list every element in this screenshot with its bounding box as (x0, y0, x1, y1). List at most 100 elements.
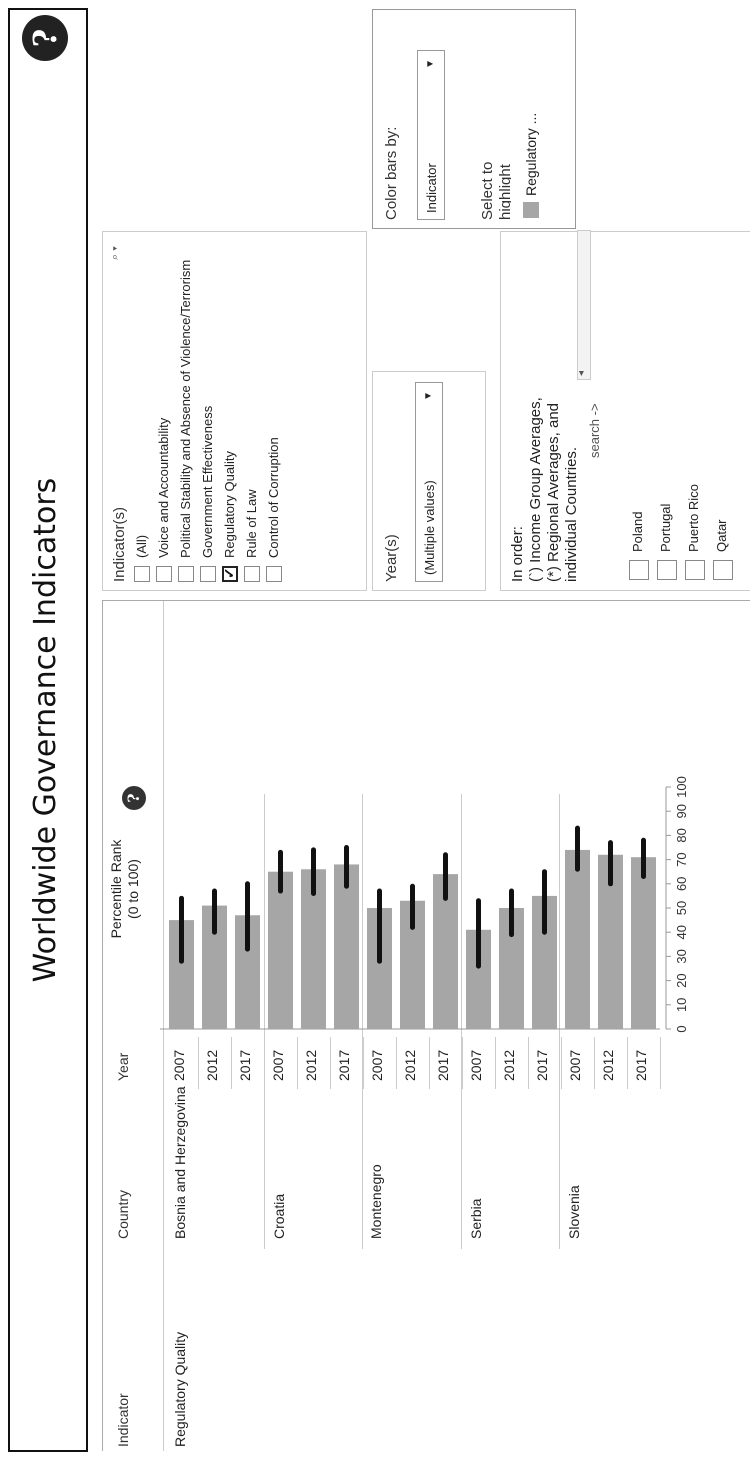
tick-label: 100 (674, 776, 689, 798)
country-cell-croatia[interactable]: Croatia (271, 1193, 287, 1239)
year-row-rule (528, 1037, 529, 1089)
bar (499, 908, 524, 1029)
country-checkbox[interactable] (713, 560, 733, 580)
indicator-checkbox[interactable] (266, 566, 282, 582)
year-cell: 2017 (534, 1049, 550, 1081)
bar (631, 857, 656, 1029)
country-note-line3: (*) Regional Averages, and (545, 402, 562, 582)
legend-swatch[interactable] (523, 202, 539, 218)
indicator-option[interactable]: Control of Corruption (265, 242, 285, 582)
indicator-checkbox[interactable] (244, 566, 260, 582)
indicator-option-label: Voice and Accountability (156, 417, 171, 558)
year-dropdown[interactable]: (Multiple values) ▼ (415, 382, 443, 582)
year-cell: 2017 (237, 1049, 253, 1081)
year-cell: 2012 (402, 1049, 418, 1081)
country-note: In order: (`) Income Group Averages, (*)… (509, 397, 581, 582)
indicator-checkbox[interactable] (134, 566, 150, 582)
year-dropdown-value: (Multiple values) (422, 480, 437, 575)
bar (400, 900, 425, 1029)
tick-label: 40 (674, 925, 689, 939)
year-cells: 2007 2012 2017 2007 2012 2017 2007 2012 2017 2007… (165, 1037, 661, 1089)
tick-label: 90 (674, 804, 689, 818)
color-by-dropdown[interactable]: Indicator ▼ (417, 50, 445, 220)
bar (301, 869, 326, 1029)
indicator-option-label: Rule of Law (244, 489, 259, 558)
year-cell: 2017 (435, 1049, 451, 1081)
indicator-option[interactable]: Regulatory Quality (221, 242, 241, 582)
indicator-cell: Regulatory Quality (172, 1331, 188, 1447)
indicator-checkbox[interactable] (200, 566, 216, 582)
indicator-option[interactable]: Political Stability and Absence of Viole… (177, 242, 197, 582)
tick-label: 70 (674, 852, 689, 866)
country-column-header: Country (115, 1189, 131, 1239)
year-row-rule (561, 1037, 562, 1089)
highlight-label-line2: highlight (497, 164, 511, 220)
year-row-rule (363, 1037, 364, 1089)
country-cell-slovenia[interactable]: Slovenia (566, 1185, 582, 1239)
country-checkbox[interactable] (657, 560, 677, 580)
year-row-rule (264, 1037, 265, 1089)
year-cell: 2017 (633, 1049, 649, 1081)
bar (532, 895, 557, 1029)
indicator-option[interactable]: Voice and Accountability (155, 242, 175, 582)
bar (268, 871, 293, 1029)
country-option[interactable]: Qatar (711, 242, 733, 582)
country-option-label: Portugal (658, 503, 673, 552)
country-cell-montenegro[interactable]: Montenegro (368, 1164, 384, 1239)
country-option[interactable]: Puerto Rico (683, 242, 705, 582)
year-row-rule (660, 1037, 661, 1089)
indicator-column-header: Indicator (115, 1393, 131, 1447)
filter-tools-icon[interactable]: ⌕ ▾ (109, 246, 121, 260)
country-cell-bosnia[interactable]: Bosnia and Herzegovina (172, 1086, 188, 1239)
indicator-options: (All) Voice and Accountability Political S… (133, 232, 363, 582)
indicator-option-label: Control of Corruption (266, 437, 281, 558)
bar (334, 864, 359, 1029)
year-cell: 2012 (204, 1049, 220, 1081)
percentile-help-icon[interactable]: ? (122, 786, 146, 810)
page-title: Worldwide Governance Indicators (28, 477, 63, 983)
country-note-line2: (`) Income Group Averages, (527, 397, 544, 582)
tick-label: 80 (674, 828, 689, 842)
country-options: Poland Portugal Puerto Rico Qatar (627, 232, 750, 582)
indicator-checkbox[interactable] (156, 566, 172, 582)
country-option-label: Qatar (714, 519, 729, 552)
indicator-option[interactable]: (All) (133, 242, 153, 582)
bar (367, 908, 392, 1029)
indicator-filter-panel: Indicator(s) ⌕ ▾ (All) Voice and Accounta… (102, 231, 367, 591)
year-cell: 2007 (369, 1049, 385, 1081)
country-option[interactable]: Poland (627, 242, 649, 582)
year-row-rule (297, 1037, 298, 1089)
country-checkbox[interactable] (629, 560, 649, 580)
indicator-checkbox[interactable] (222, 566, 238, 582)
search-hint: search -> (587, 403, 602, 458)
country-checkbox[interactable] (685, 560, 705, 580)
indicator-checkbox[interactable] (178, 566, 194, 582)
tick-label: 0 (674, 1025, 689, 1032)
year-row-rule (231, 1037, 232, 1089)
scroll-left-icon[interactable]: ◂ (576, 370, 587, 376)
country-filter-panel: In order: (`) Income Group Averages, (*)… (500, 230, 750, 591)
bar (169, 920, 194, 1029)
country-scrollbar[interactable]: ◂ (576, 230, 591, 380)
year-filter-label: Year(s) (383, 534, 400, 582)
year-row-rule (627, 1037, 628, 1089)
highlight-label-line1: Select to (479, 161, 496, 220)
indicator-option-label: (All) (134, 534, 149, 558)
year-cell: 2012 (303, 1049, 319, 1081)
country-option[interactable]: Portugal (655, 242, 677, 582)
tick-label: 60 (674, 877, 689, 891)
tick-label: 30 (674, 949, 689, 963)
color-by-value: Indicator (424, 163, 439, 213)
indicator-option[interactable]: Rule of Law (243, 242, 263, 582)
bar (598, 854, 623, 1029)
country-cell-serbia[interactable]: Serbia (468, 1198, 484, 1239)
indicator-option-label: Regulatory Quality (222, 451, 237, 558)
help-icon[interactable]: ? (22, 15, 68, 61)
legend-item-label[interactable]: Regulatory ... (523, 112, 539, 196)
color-by-panel: Color bars by: Indicator ▼ Select to hig… (372, 9, 576, 229)
year-row-rule (198, 1037, 199, 1089)
country-option-label: Puerto Rico (686, 484, 701, 552)
country-note-line1: In order: (509, 526, 526, 582)
indicator-option[interactable]: Government Effectiveness (199, 242, 219, 582)
year-cell: 2017 (336, 1049, 352, 1081)
